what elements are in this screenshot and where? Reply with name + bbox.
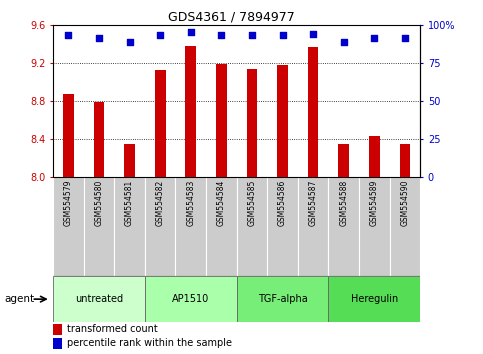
Text: GSM554584: GSM554584 xyxy=(217,180,226,226)
Bar xyxy=(328,276,420,322)
Bar xyxy=(390,177,420,276)
Bar xyxy=(328,177,359,276)
Bar xyxy=(308,47,318,177)
Bar xyxy=(399,144,410,177)
Point xyxy=(309,31,317,37)
Bar xyxy=(145,177,175,276)
Point xyxy=(340,39,348,44)
Bar xyxy=(206,177,237,276)
Text: Heregulin: Heregulin xyxy=(351,294,398,304)
Text: GSM554580: GSM554580 xyxy=(95,180,103,226)
Bar xyxy=(237,276,328,322)
Bar xyxy=(94,102,104,177)
Bar xyxy=(53,276,145,322)
Text: agent: agent xyxy=(5,294,35,304)
Text: AP1510: AP1510 xyxy=(172,294,210,304)
Bar xyxy=(53,177,84,276)
Text: GSM554581: GSM554581 xyxy=(125,180,134,226)
Text: GSM554589: GSM554589 xyxy=(370,180,379,226)
Text: GSM554586: GSM554586 xyxy=(278,180,287,226)
Bar xyxy=(298,177,328,276)
Point xyxy=(187,29,195,35)
Point xyxy=(279,33,286,38)
Text: GDS4361 / 7894977: GDS4361 / 7894977 xyxy=(169,11,295,24)
Bar xyxy=(185,46,196,177)
Bar xyxy=(114,177,145,276)
Point xyxy=(370,36,378,41)
Text: GSM554583: GSM554583 xyxy=(186,180,195,226)
Text: percentile rank within the sample: percentile rank within the sample xyxy=(67,338,232,348)
Bar xyxy=(247,69,257,177)
Bar xyxy=(216,64,227,177)
Bar xyxy=(369,136,380,177)
Text: untreated: untreated xyxy=(75,294,123,304)
Bar xyxy=(237,177,267,276)
Text: transformed count: transformed count xyxy=(67,324,157,334)
Bar xyxy=(124,144,135,177)
Point xyxy=(217,33,225,38)
Bar xyxy=(175,177,206,276)
Point xyxy=(248,33,256,38)
Point xyxy=(401,36,409,41)
Bar xyxy=(267,177,298,276)
Text: GSM554579: GSM554579 xyxy=(64,180,73,227)
Bar xyxy=(155,70,166,177)
Bar xyxy=(84,177,114,276)
Point xyxy=(65,33,72,38)
Bar xyxy=(63,94,74,177)
Text: GSM554590: GSM554590 xyxy=(400,180,410,227)
Text: GSM554582: GSM554582 xyxy=(156,180,165,226)
Text: GSM554587: GSM554587 xyxy=(309,180,318,226)
Text: GSM554588: GSM554588 xyxy=(339,180,348,226)
Bar xyxy=(145,276,237,322)
Point xyxy=(156,33,164,38)
Point xyxy=(95,36,103,41)
Bar xyxy=(359,177,390,276)
Bar xyxy=(339,144,349,177)
Bar xyxy=(277,65,288,177)
Text: TGF-alpha: TGF-alpha xyxy=(257,294,308,304)
Text: GSM554585: GSM554585 xyxy=(247,180,256,226)
Point xyxy=(126,39,133,44)
